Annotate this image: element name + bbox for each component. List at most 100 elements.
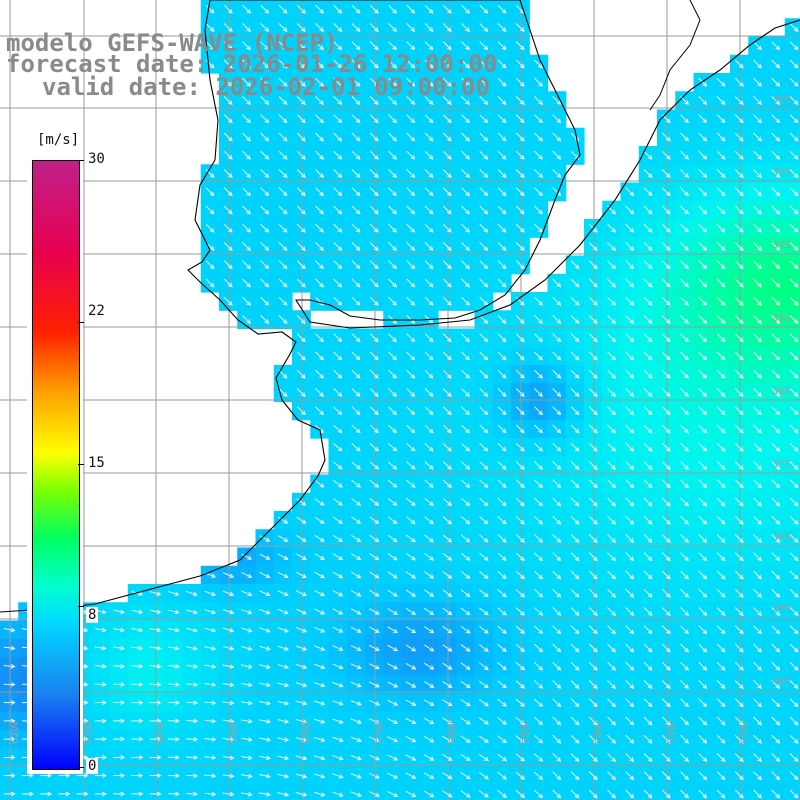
wind-arrow (277, 700, 290, 706)
wind-arrow (734, 278, 744, 288)
wind-arrow (223, 205, 233, 215)
wind-arrow (661, 333, 671, 343)
wind-arrow (789, 242, 799, 251)
wind-arrow (242, 242, 251, 251)
wind-arrow (570, 388, 580, 397)
wind-arrow (442, 41, 452, 51)
wind-arrow (351, 4, 361, 14)
wind-arrow (789, 369, 799, 379)
wind-arrow (478, 680, 489, 689)
wind-arrow (424, 4, 434, 14)
wind-speed-cell (456, 784, 476, 800)
wind-arrow (442, 150, 452, 160)
wind-arrow (643, 150, 653, 160)
wind-speed-cell (784, 565, 800, 585)
wind-arrow (680, 388, 689, 397)
wind-arrow (680, 442, 689, 452)
wind-arrow (315, 150, 324, 160)
wind-arrow (643, 771, 653, 781)
wind-speed-cell (492, 784, 512, 800)
wind-arrow (588, 698, 598, 708)
wind-arrow (204, 682, 217, 687)
wind-arrow (643, 734, 653, 744)
wind-arrow (771, 315, 781, 324)
wind-arrow (771, 716, 781, 726)
wind-arrow (497, 570, 507, 580)
wind-arrow (643, 442, 653, 452)
wind-arrow (424, 351, 434, 361)
wind-arrow (442, 4, 452, 14)
wind-arrow (680, 515, 689, 525)
wind-arrow (552, 771, 562, 781)
wind-arrow (461, 242, 470, 251)
wind-arrow (332, 516, 343, 524)
wind-arrow (734, 753, 744, 762)
wind-arrow (643, 223, 653, 233)
wind-arrow (332, 553, 344, 560)
wind-arrow (333, 114, 343, 124)
wind-arrow (497, 278, 507, 288)
wind-arrow (167, 682, 180, 687)
wind-arrow (753, 260, 762, 270)
wind-arrow (534, 333, 543, 343)
wind-arrow (387, 443, 398, 452)
wind-arrow (131, 791, 144, 797)
wind-arrow (497, 150, 507, 160)
wind-arrow (552, 388, 562, 397)
wind-arrow (534, 169, 543, 178)
wind-arrow (369, 406, 379, 416)
wind-arrow (442, 626, 453, 634)
wind-arrow (607, 333, 616, 343)
wind-arrow (424, 607, 435, 616)
wind-arrow (423, 681, 435, 688)
wind-arrow (607, 771, 616, 781)
wind-arrow (534, 114, 543, 124)
wind-arrow (442, 333, 452, 343)
wind-arrow (661, 424, 671, 434)
wind-arrow (388, 333, 397, 343)
wind-arrow (680, 479, 689, 489)
wind-arrow (698, 698, 708, 708)
wind-arrow (479, 406, 489, 416)
wind-arrow (223, 132, 233, 142)
wind-arrow (497, 662, 507, 671)
wind-speed-cell (784, 456, 800, 476)
wind-arrow (753, 716, 762, 726)
wind-arrow (424, 296, 434, 306)
wind-arrow (588, 424, 598, 434)
wind-arrow (315, 187, 324, 197)
wind-arrow (460, 790, 471, 798)
wind-arrow (350, 681, 362, 688)
wind-arrow (315, 369, 324, 379)
wind-arrow (661, 442, 671, 452)
wind-arrow (497, 680, 507, 689)
wind-arrow (424, 114, 434, 124)
wind-arrow (295, 791, 308, 797)
wind-arrow (515, 716, 526, 726)
wind-speed-cell (784, 584, 800, 603)
wind-arrow (497, 260, 507, 270)
wind-arrow (315, 406, 324, 416)
wind-arrow (479, 333, 489, 343)
wind-arrow (295, 608, 307, 615)
wind-arrow (442, 132, 452, 142)
colorbar-tick-mark (78, 160, 84, 161)
wind-arrow (351, 169, 361, 178)
wind-arrow (552, 315, 562, 324)
wind-arrow (789, 716, 799, 726)
wind-arrow (515, 223, 525, 233)
wind-arrow (479, 589, 489, 598)
wind-arrow (680, 771, 689, 781)
wind-arrow (515, 442, 525, 452)
wind-arrow (478, 753, 489, 762)
wind-arrow (643, 570, 653, 580)
wind-arrow (515, 680, 526, 689)
wind-arrow (296, 77, 306, 87)
wind-arrow (716, 406, 726, 416)
wind-speed-cell (91, 784, 111, 800)
wind-arrow (716, 680, 726, 689)
wind-arrow (479, 4, 489, 14)
wind-arrow (552, 369, 562, 379)
wind-arrow (278, 260, 288, 270)
wind-arrow (406, 388, 416, 397)
